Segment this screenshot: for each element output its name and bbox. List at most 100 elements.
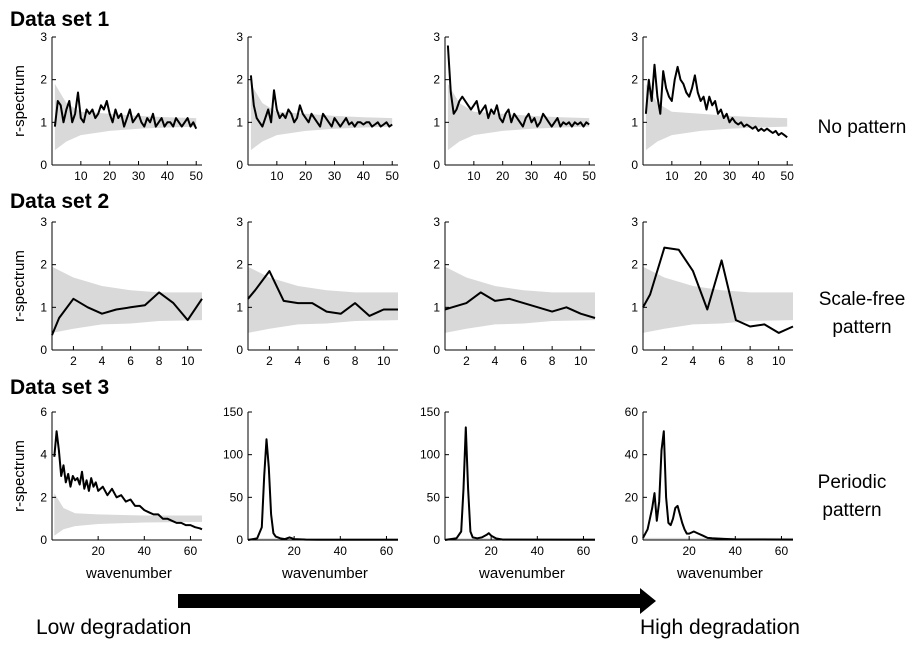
spectrum-line [644,63,788,139]
panel-r2-c4: 0 1 2 3 2 4 6 8 10 [631,215,794,368]
y-tick-label: 2 [236,258,243,272]
y-tick-label: 2 [40,258,47,272]
y-axis-label: r-spectrum [11,440,28,512]
y-tick-label: 100 [223,448,243,462]
row-label-scale-free-line2: pattern [832,317,891,338]
spectrum-line [249,75,393,128]
y-tick-label: 0 [433,343,440,357]
x-tick-label: 60 [577,544,591,558]
y-tick-label: 0 [631,158,638,172]
x-tick-label: 40 [531,544,545,558]
x-axis-label: wavenumber [281,565,368,582]
x-tick-label: 8 [156,354,163,368]
x-tick-label: 2 [70,354,77,368]
confidence-band [52,266,202,333]
spectrum-line [53,91,198,130]
x-tick-label: 10 [574,354,588,368]
x-axis-label: wavenumber [85,565,172,582]
x-tick-label: 20 [103,169,117,183]
x-tick-label: 10 [467,169,481,183]
spectrum-line [642,246,794,334]
data-set-1-title: Data set 1 [10,8,110,31]
y-tick-label: 2 [236,73,243,87]
y-tick-label: 3 [40,30,47,44]
y-tick-label: 50 [230,490,244,504]
x-tick-label: 40 [334,544,348,558]
confidence-band [248,266,398,333]
x-tick-label: 20 [484,544,498,558]
confidence-band [643,266,793,333]
x-tick-label: 40 [357,169,371,183]
y-tick-label: 1 [433,300,440,314]
x-tick-label: 40 [729,544,743,558]
x-tick-label: 50 [583,169,597,183]
x-tick-label: 8 [352,354,359,368]
x-tick-label: 50 [190,169,204,183]
x-tick-label: 20 [299,169,313,183]
spectrum-line [642,430,794,541]
y-tick-label: 2 [40,490,47,504]
x-tick-label: 20 [91,544,105,558]
high-degradation-label: High degradation [640,616,800,639]
x-tick-label: 50 [781,169,795,183]
x-tick-label: 2 [266,354,273,368]
y-tick-label: 2 [433,258,440,272]
panel-r3-c2: 0 50 100 150 20 40 60 wavenumber [223,405,399,582]
y-tick-label: 1 [40,115,47,129]
confidence-band [54,83,197,151]
spectrum-line [446,45,590,128]
y-tick-label: 1 [40,300,47,314]
y-tick-label: 3 [236,30,243,44]
x-tick-label: 4 [295,354,302,368]
y-tick-label: 0 [40,343,47,357]
x-tick-label: 6 [718,354,725,368]
spectrum-line [51,291,203,336]
x-tick-label: 60 [775,544,789,558]
x-tick-label: 10 [772,354,786,368]
y-tick-label: 3 [631,215,638,229]
y-tick-label: 0 [433,533,440,547]
y-tick-label: 1 [236,300,243,314]
panel-r3-c4: 0 20 40 60 20 40 60 wavenumber [625,405,794,582]
row-label-periodic-line2: pattern [822,500,881,521]
x-tick-label: 2 [463,354,470,368]
panel-r3-c3: 0 50 100 150 20 40 60 wavenumber [420,405,596,582]
spectrum-line [247,270,398,317]
y-tick-label: 0 [433,158,440,172]
y-tick-label: 20 [625,490,639,504]
x-tick-label: 30 [328,169,342,183]
y-tick-label: 0 [236,343,243,357]
y-tick-label: 2 [40,73,47,87]
x-tick-label: 20 [496,169,510,183]
low-degradation-label: Low degradation [36,616,191,639]
x-tick-label: 6 [520,354,527,368]
panel-r1-c3: 0 1 2 3 10 20 30 40 50 [433,30,596,183]
x-tick-label: 6 [323,354,330,368]
y-axis-label: r-spectrum [11,250,28,322]
panel-r1-c1: 0 1 2 3 10 20 30 40 50 r-spectrum [11,30,203,183]
row-label-scale-free-line1: Scale-free [819,289,906,310]
panel-r1-c2: 0 1 2 3 10 20 30 40 50 [236,30,399,183]
y-tick-label: 60 [625,405,639,419]
spectrum-line [444,291,596,319]
x-tick-label: 4 [492,354,499,368]
y-tick-label: 3 [236,215,243,229]
x-tick-label: 10 [181,354,195,368]
x-tick-label: 60 [184,544,198,558]
y-axis-label: r-spectrum [11,65,28,137]
y-tick-label: 2 [631,73,638,87]
y-tick-label: 0 [631,533,638,547]
y-tick-label: 0 [40,533,47,547]
spectrum-line [53,430,203,531]
x-tick-label: 20 [694,169,708,183]
x-tick-label: 10 [74,169,88,183]
x-tick-label: 8 [549,354,556,368]
y-tick-label: 40 [625,448,639,462]
y-tick-label: 0 [40,158,47,172]
confidence-band [645,83,788,151]
x-tick-label: 10 [270,169,284,183]
x-tick-label: 40 [161,169,175,183]
y-tick-label: 3 [433,30,440,44]
confidence-band [447,83,590,151]
